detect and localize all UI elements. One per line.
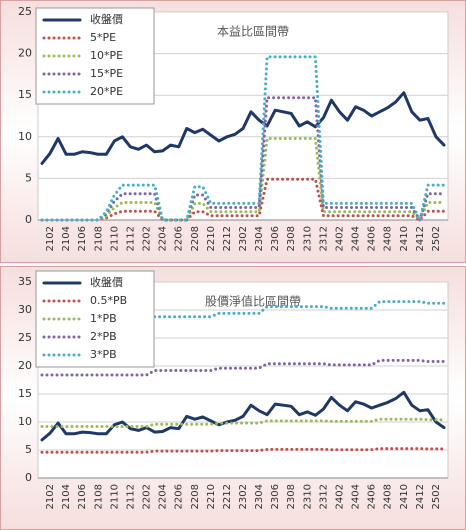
x-tick-label: 2406 [367, 226, 378, 251]
x-tick-label: 2304 [254, 226, 265, 251]
series-line [40, 137, 446, 222]
x-tick-label: 2308 [286, 226, 297, 251]
x-tick-label: 2110 [109, 484, 120, 509]
x-tick-label: 2108 [93, 484, 104, 509]
series-line [40, 177, 446, 222]
x-tick-label: 2410 [399, 226, 410, 251]
legend-label: 20*PE [90, 85, 123, 98]
x-tick-label: 2110 [109, 226, 120, 251]
y-tick-label: 10 [18, 130, 32, 143]
chart-title: 本益比區間帶 [217, 25, 289, 39]
x-tick-label: 2408 [383, 226, 394, 251]
x-tick-label: 2412 [415, 226, 426, 251]
x-tick-label: 2408 [383, 484, 394, 509]
x-tick-label: 2412 [415, 484, 426, 509]
y-tick-label: 25 [18, 5, 32, 18]
x-tick-label: 2308 [286, 484, 297, 509]
y-tick-label: 15 [18, 387, 32, 400]
x-tick-label: 2302 [238, 226, 249, 251]
series-line [40, 91, 446, 165]
x-tick-label: 2212 [222, 484, 233, 509]
y-tick-label: 10 [18, 415, 32, 428]
legend-label: 15*PE [90, 67, 123, 80]
series-line [40, 55, 446, 222]
x-tick-label: 2410 [399, 484, 410, 509]
series-line [40, 447, 446, 454]
x-tick-label: 2204 [158, 226, 169, 251]
x-tick-label: 2106 [77, 484, 88, 509]
legend-label: 3*PB [90, 348, 117, 361]
x-tick-label: 2310 [302, 484, 313, 509]
x-tick-label: 2112 [125, 226, 136, 251]
x-tick-label: 2302 [238, 484, 249, 509]
x-tick-label: 2304 [254, 484, 265, 509]
y-tick-label: 15 [18, 88, 32, 101]
legend-label: 10*PE [90, 49, 123, 62]
legend-label: 0.5*PB [90, 294, 127, 307]
x-tick-label: 2206 [174, 226, 185, 251]
series-line [40, 300, 446, 325]
legend [35, 7, 155, 105]
x-tick-label: 2102 [45, 226, 56, 251]
x-tick-label: 2106 [77, 226, 88, 251]
x-tick-label: 2206 [174, 484, 185, 509]
x-tick-label: 2102 [45, 484, 56, 509]
y-tick-label: 5 [25, 171, 32, 184]
y-tick-label: 20 [18, 47, 32, 60]
x-tick-label: 2208 [190, 484, 201, 509]
legend-label: 2*PB [90, 330, 117, 343]
x-tick-label: 2208 [190, 226, 201, 251]
x-tick-label: 2104 [61, 226, 72, 251]
x-tick-label: 2212 [222, 226, 233, 251]
series-line [40, 417, 446, 428]
x-tick-label: 2210 [206, 226, 217, 251]
x-tick-label: 2112 [125, 484, 136, 509]
x-tick-label: 2204 [158, 484, 169, 509]
legend-label: 5*PE [90, 31, 116, 44]
x-tick-label: 2312 [318, 226, 329, 251]
legend-label: 收盤價 [90, 275, 123, 289]
x-tick-label: 2210 [206, 484, 217, 509]
legend-label: 1*PB [90, 312, 117, 325]
y-tick-label: 35 [18, 275, 32, 288]
y-tick-label: 20 [18, 359, 32, 372]
x-tick-label: 2402 [334, 484, 345, 509]
x-tick-label: 2306 [270, 226, 281, 251]
x-tick-label: 2306 [270, 484, 281, 509]
x-tick-label: 2310 [302, 226, 313, 251]
legend-label: 收盤價 [90, 12, 123, 26]
x-tick-label: 2202 [142, 484, 153, 509]
series-line [40, 390, 446, 442]
y-tick-label: 0 [25, 213, 32, 226]
legend [35, 270, 155, 368]
x-tick-label: 2202 [142, 226, 153, 251]
x-tick-label: 2404 [351, 484, 362, 509]
series-line [40, 96, 446, 222]
y-tick-label: 25 [18, 331, 32, 344]
y-tick-label: 5 [25, 443, 32, 456]
y-tick-label: 30 [18, 303, 32, 316]
x-tick-label: 2104 [61, 484, 72, 509]
x-tick-label: 2502 [431, 226, 442, 251]
x-tick-label: 2312 [318, 484, 329, 509]
chart-title: 股價淨值比區間帶 [205, 294, 301, 309]
y-tick-label: 0 [25, 471, 32, 484]
x-tick-label: 2502 [431, 484, 442, 509]
x-tick-label: 2108 [93, 226, 104, 251]
x-tick-label: 2402 [334, 226, 345, 251]
x-tick-label: 2404 [351, 226, 362, 251]
x-tick-label: 2406 [367, 484, 378, 509]
